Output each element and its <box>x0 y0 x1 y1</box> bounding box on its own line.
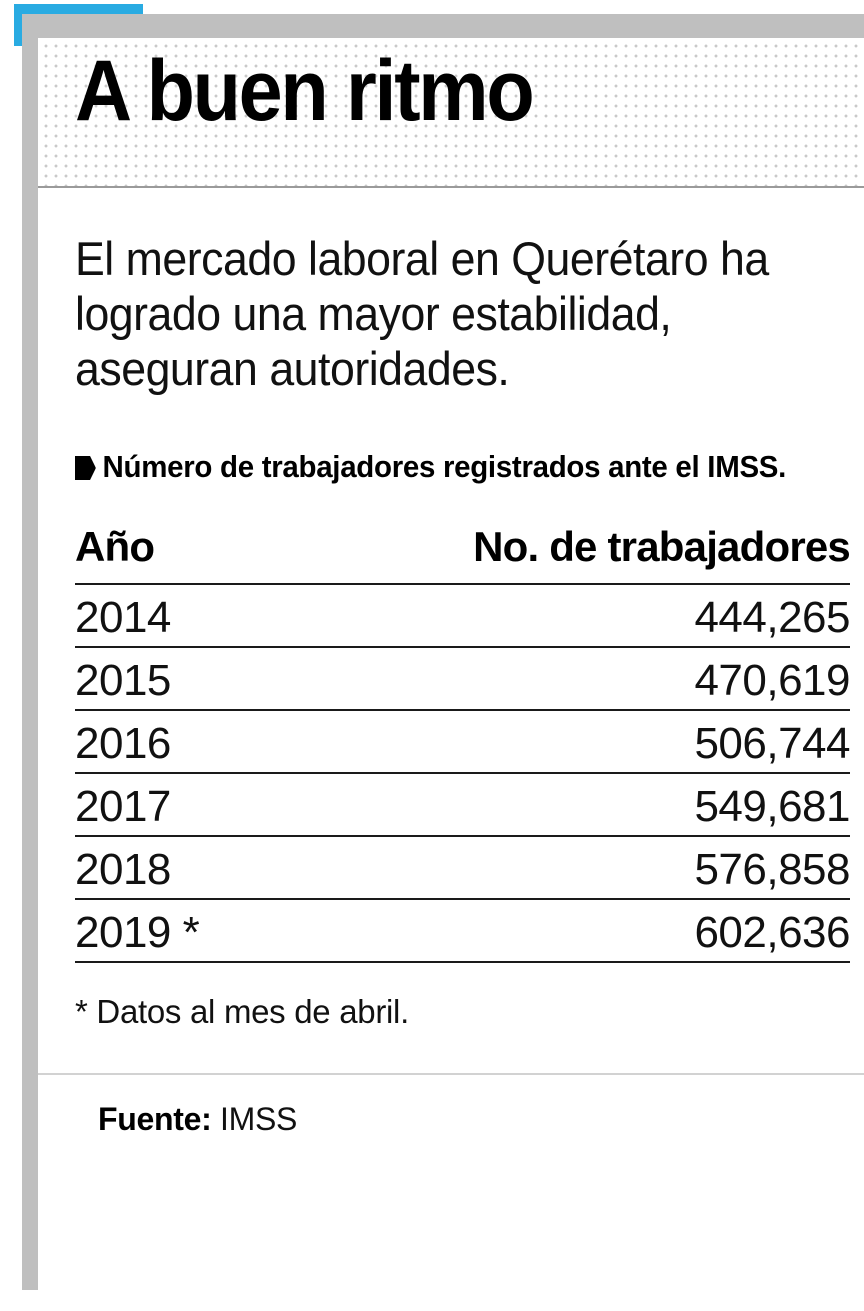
dotted-header: A buen ritmo <box>38 38 864 188</box>
table-head: Año No. de trabajadores <box>75 523 851 586</box>
cell-year: 2018 <box>75 836 268 901</box>
column-header-value: No. de trabajadores <box>267 523 851 586</box>
cell-value: 470,619 <box>267 647 850 712</box>
cell-year: 2016 <box>75 710 268 775</box>
bullet-heading: Número de trabajadores registrados ante … <box>75 449 826 485</box>
cell-value: 444,265 <box>267 584 850 649</box>
cell-year: 2019 * <box>75 899 268 964</box>
source-line: Fuente: IMSS <box>98 1101 864 1138</box>
cell-value: 602,636 <box>267 899 850 964</box>
cell-year: 2015 <box>75 647 268 712</box>
cell-value: 506,744 <box>267 710 850 775</box>
table-body: 2014 444,265 2015 470,619 2016 506,744 2017 549… <box>75 584 850 964</box>
source-value: IMSS <box>220 1101 298 1138</box>
workers-table: Año No. de trabajadores 2014 444,265 2015 4… <box>75 523 851 964</box>
footnote: * Datos al mes de abril. <box>75 993 409 1031</box>
table-row: 2018 576,858 <box>75 836 850 901</box>
cell-year: 2017 <box>75 773 268 838</box>
table-header-row: Año No. de trabajadores <box>75 523 851 586</box>
cell-value: 576,858 <box>267 836 850 901</box>
column-header-year: Año <box>75 523 268 586</box>
subtitle: El mercado laboral en Querétaro ha logra… <box>75 232 769 395</box>
table-row: 2016 506,744 <box>75 710 850 775</box>
table-row: 2014 444,265 <box>75 584 850 649</box>
table-row: 2019 * 602,636 <box>75 899 850 964</box>
table-row: 2017 549,681 <box>75 773 850 838</box>
cell-value: 549,681 <box>267 773 850 838</box>
header-gray-band <box>38 14 864 38</box>
pentagon-bullet-icon <box>75 455 96 480</box>
source-divider <box>38 1073 864 1076</box>
cell-year: 2014 <box>75 584 268 649</box>
table-row: 2015 470,619 <box>75 647 850 712</box>
page-title: A buen ritmo <box>75 43 535 139</box>
content-area: El mercado laboral en Querétaro ha logra… <box>38 190 864 1138</box>
source-label: Fuente: <box>98 1101 212 1138</box>
bullet-heading-label: Número de trabajadores registrados ante … <box>102 448 787 484</box>
